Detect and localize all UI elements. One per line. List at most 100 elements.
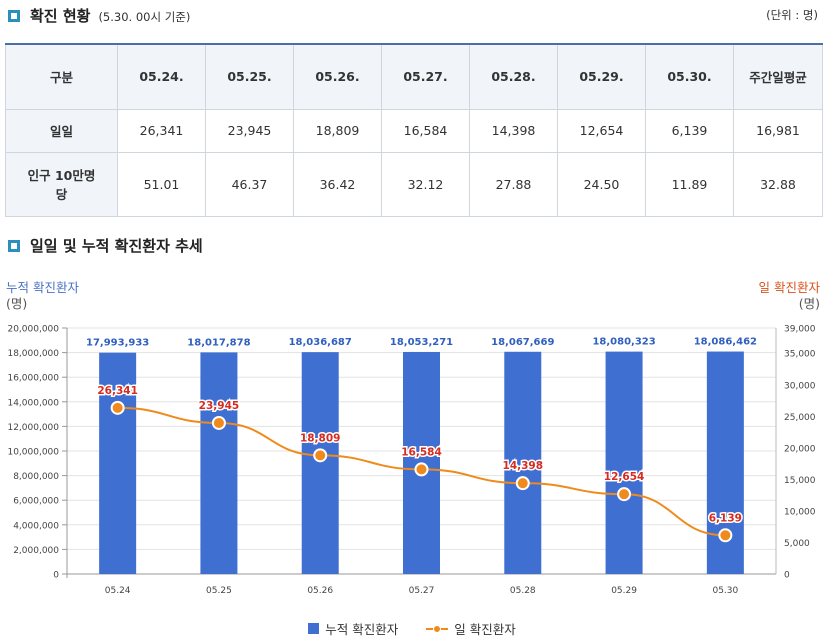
line-data-label: 12,654	[604, 471, 645, 483]
bar-data-label: 18,053,271	[390, 337, 453, 348]
left-tick-label: 4,000,000	[13, 521, 59, 531]
header-cell: 05.25.	[205, 43, 294, 110]
table-cell: 14,398	[469, 108, 558, 153]
row-label: 일일	[5, 108, 118, 153]
left-tick-label: 14,000,000	[7, 398, 59, 408]
left-axis-title: 누적 확진환자	[6, 280, 79, 295]
header-cell: 05.28.	[469, 43, 558, 110]
left-tick-label: 0	[53, 571, 59, 581]
header-cell: 05.29.	[557, 43, 646, 110]
x-tick-label: 05.29	[611, 586, 637, 596]
bar-cumulative	[605, 351, 643, 574]
x-tick-label: 05.24	[105, 586, 131, 596]
status-title: 확진 현황	[30, 7, 91, 25]
right-tick-label: 10,000	[784, 507, 816, 517]
square-bullet-icon	[8, 239, 20, 252]
section-title-trend: 일일 및 누적 확진환자 추세	[8, 235, 203, 256]
table-header-row: 구분 05.24. 05.25. 05.26. 05.27. 05.28. 05…	[5, 43, 823, 110]
legend-line-swatch	[426, 623, 449, 635]
square-bullet-icon	[8, 9, 20, 22]
right-tick-label: 30,000	[784, 381, 816, 391]
table-cell: 16,981	[733, 108, 823, 153]
legend-label: 일 확진환자	[454, 622, 516, 637]
header-cell: 주간일평균	[733, 43, 823, 110]
left-tick-label: 6,000,000	[13, 497, 59, 507]
line-data-label: 16,584	[401, 446, 442, 458]
x-tick-label: 05.28	[510, 586, 536, 596]
x-tick-label: 05.26	[307, 586, 333, 596]
right-tick-label: 20,000	[784, 444, 816, 454]
right-tick-label: 39,000	[784, 325, 816, 335]
status-table: 구분 05.24. 05.25. 05.26. 05.27. 05.28. 05…	[5, 43, 823, 217]
left-tick-label: 16,000,000	[7, 374, 59, 384]
header-cell: 05.24.	[117, 43, 206, 110]
trend-chart: 누적 확진환자(명)일 확진환자(명)20,000,00018,000,0001…	[6, 280, 821, 596]
line-point-daily	[211, 415, 226, 430]
bar-data-label: 18,017,878	[187, 337, 250, 348]
bar-data-label: 18,086,462	[694, 337, 757, 348]
right-tick-label: 15,000	[784, 476, 816, 486]
right-tick-label: 5,000	[784, 539, 810, 549]
section-title-status: 확진 현황 (5.30. 00시 기준)	[8, 5, 190, 26]
bar-data-label: 18,067,669	[491, 337, 554, 348]
chart-legend: 누적 확진환자 일 확진환자	[0, 619, 824, 638]
table-cell: 24.50	[557, 151, 646, 217]
left-tick-label: 2,000,000	[13, 546, 59, 556]
legend-label: 누적 확진환자	[325, 622, 399, 637]
legend-item-daily[interactable]: 일 확진환자	[426, 619, 516, 638]
trend-title: 일일 및 누적 확진환자 추세	[30, 237, 203, 255]
bar-cumulative	[504, 351, 542, 574]
bar-cumulative	[200, 352, 238, 574]
bar-data-label: 18,036,687	[289, 337, 352, 348]
table-cell: 11.89	[645, 151, 734, 217]
table-cell: 18,809	[293, 108, 382, 153]
header-cell: 05.30.	[645, 43, 734, 110]
header-cell: 05.26.	[293, 43, 382, 110]
bar-cumulative	[301, 352, 339, 574]
table-cell: 32.12	[381, 151, 470, 217]
table-cell: 27.88	[469, 151, 558, 217]
left-tick-label: 18,000,000	[7, 349, 59, 359]
table-cell: 26,341	[117, 108, 206, 153]
line-data-label: 18,809	[300, 432, 341, 444]
line-point-daily	[515, 476, 530, 491]
row-label: 인구 10만명당	[5, 151, 118, 217]
line-point-daily	[110, 400, 125, 415]
line-data-label: 14,398	[503, 460, 544, 472]
line-point-daily	[414, 462, 429, 477]
table-cell: 46.37	[205, 151, 294, 217]
bar-data-label: 17,993,933	[86, 338, 149, 349]
line-data-label: 26,341	[97, 385, 138, 397]
table-cell: 16,584	[381, 108, 470, 153]
right-tick-label: 25,000	[784, 413, 816, 423]
x-tick-label: 05.30	[712, 586, 738, 596]
bar-data-label: 18,080,323	[592, 337, 655, 348]
table-cell: 32.88	[733, 151, 823, 217]
line-data-label: 23,945	[199, 400, 240, 412]
line-point-daily	[313, 448, 328, 463]
table-cell: 23,945	[205, 108, 294, 153]
table-row-per-100k: 인구 10만명당 51.01 46.37 36.42 32.12 27.88 2…	[5, 151, 823, 217]
table-cell: 6,139	[645, 108, 734, 153]
left-axis-unit: (명)	[6, 296, 27, 311]
table-cell: 51.01	[117, 151, 206, 217]
left-tick-label: 10,000,000	[7, 448, 59, 458]
line-data-label: 6,139	[709, 512, 742, 524]
table-cell: 12,654	[557, 108, 646, 153]
right-tick-label: 0	[784, 571, 790, 581]
left-tick-label: 20,000,000	[7, 325, 59, 335]
header-cell: 구분	[5, 43, 118, 110]
status-subtitle: (5.30. 00시 기준)	[98, 10, 191, 24]
unit-note: (단위 : 명)	[766, 8, 818, 22]
line-point-daily	[718, 528, 733, 543]
line-point-daily	[617, 487, 632, 502]
header-cell: 05.27.	[381, 43, 470, 110]
left-tick-label: 8,000,000	[13, 472, 59, 482]
table-row-daily: 일일 26,341 23,945 18,809 16,584 14,398 12…	[5, 108, 823, 153]
legend-item-cumulative[interactable]: 누적 확진환자	[308, 619, 398, 638]
right-axis-unit: (명)	[799, 296, 820, 311]
bar-cumulative	[99, 352, 137, 574]
right-axis-title: 일 확진환자	[759, 280, 821, 295]
table-cell: 36.42	[293, 151, 382, 217]
left-tick-label: 12,000,000	[7, 423, 59, 433]
